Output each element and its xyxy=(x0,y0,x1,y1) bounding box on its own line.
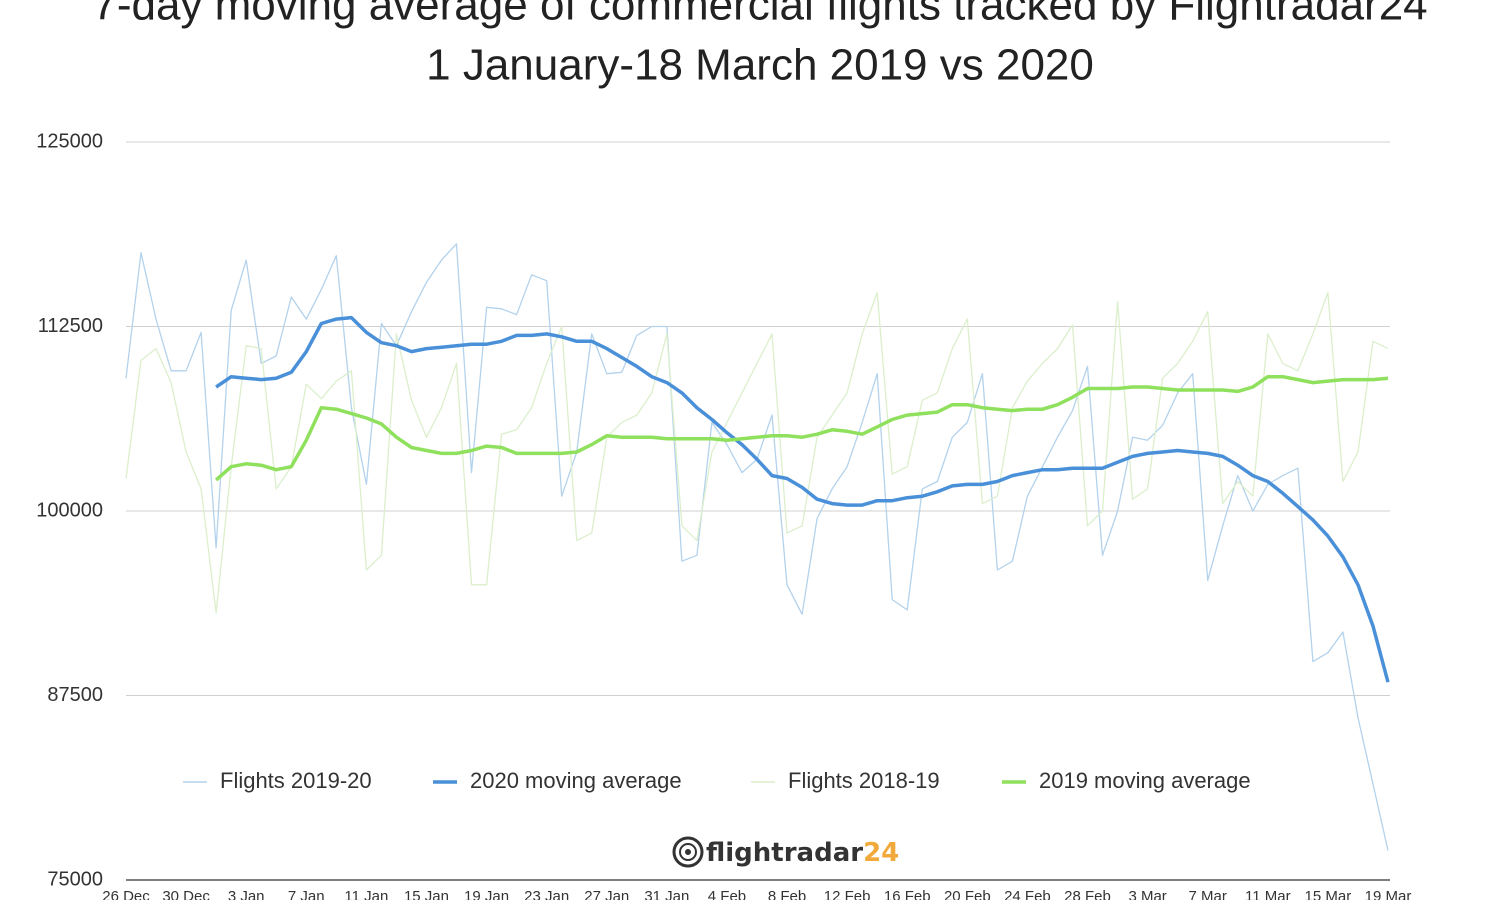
legend-item: 2020 moving average xyxy=(433,768,682,793)
y-tick-label: 125000 xyxy=(36,130,103,152)
x-tick-label: 16 Feb xyxy=(884,888,931,900)
x-tick-label: 24 Feb xyxy=(1004,888,1051,900)
legend-item: 2019 moving average xyxy=(1002,768,1251,793)
x-tick-label: 30 Dec xyxy=(162,888,210,900)
logo: flightradar24 xyxy=(672,836,899,868)
legend-label: Flights 2019-20 xyxy=(220,768,372,793)
x-tick-label: 3 Jan xyxy=(228,888,265,900)
legend-item: Flights 2018-19 xyxy=(751,768,940,793)
legend-label: Flights 2018-19 xyxy=(788,768,940,793)
series-line xyxy=(125,291,1389,614)
y-tick-label: 100000 xyxy=(36,499,103,521)
x-tick-label: 15 Jan xyxy=(404,888,449,900)
x-tick-label: 12 Feb xyxy=(824,888,871,900)
logo-icon xyxy=(672,836,704,868)
chart-title: 7-day moving average of commercial fligh… xyxy=(92,0,1427,30)
legend-item: Flights 2019-20 xyxy=(183,768,372,793)
x-tick-label: 31 Jan xyxy=(644,888,689,900)
x-tick-label: 26 Dec xyxy=(102,888,150,900)
y-tick-label: 112500 xyxy=(38,315,103,337)
logo-name: flightradar xyxy=(706,838,863,868)
y-tick-label: 75000 xyxy=(47,868,103,890)
logo-text: flightradar24 xyxy=(706,838,899,868)
x-tick-label: 19 Jan xyxy=(464,888,509,900)
series-line xyxy=(214,374,1389,482)
x-tick-label: 11 Jan xyxy=(344,888,388,900)
legend-label: 2020 moving average xyxy=(470,768,682,793)
y-tick-label: 87500 xyxy=(47,684,103,706)
x-tick-label: 7 Jan xyxy=(288,888,325,900)
x-tick-label: 11 Mar xyxy=(1245,888,1291,900)
x-tick-label: 4 Feb xyxy=(708,888,746,900)
x-tick-label: 15 Mar xyxy=(1305,888,1352,900)
legend-label: 2019 moving average xyxy=(1039,768,1251,793)
x-tick-label: 23 Jan xyxy=(524,888,569,900)
x-tick-label: 28 Feb xyxy=(1064,888,1111,900)
logo-icon xyxy=(685,849,691,855)
logo-icon xyxy=(679,843,697,861)
x-tick-label: 7 Mar xyxy=(1189,888,1227,900)
chart-subtitle: 1 January-18 March 2019 vs 2020 xyxy=(426,41,1094,90)
x-tick-label: 20 Feb xyxy=(944,888,991,900)
x-tick-label: 8 Feb xyxy=(768,888,806,900)
series-line xyxy=(215,315,1390,683)
x-tick-label: 3 Mar xyxy=(1128,888,1166,900)
grid xyxy=(126,141,1390,881)
logo-number: 24 xyxy=(863,838,899,868)
x-tick-label: 19 Mar xyxy=(1365,888,1412,900)
x-tick-label: 27 Jan xyxy=(584,888,629,900)
